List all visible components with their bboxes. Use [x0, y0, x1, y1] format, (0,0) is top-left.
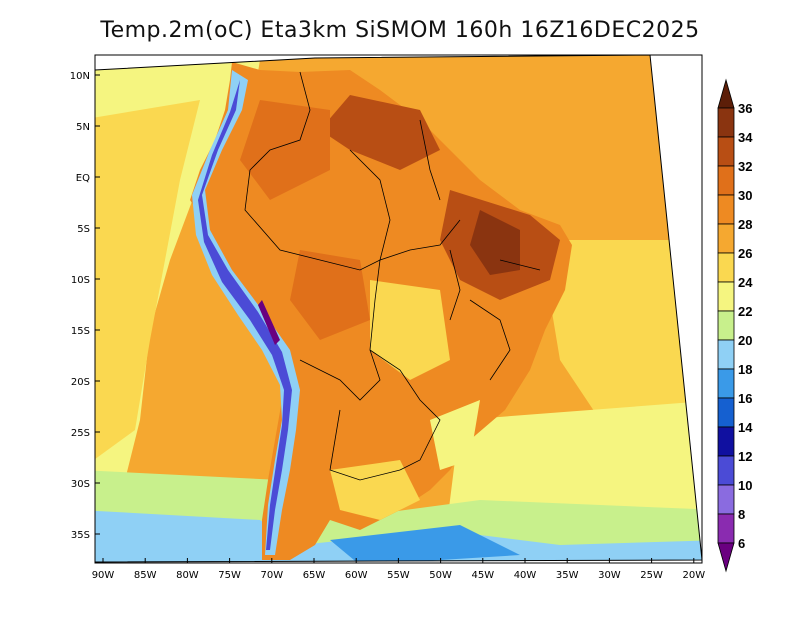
longitude-axis: 90W 85W 80W 75W 70W 65W 60W 55W 50W 45W 40W 35W 30W 2…	[92, 558, 705, 581]
colorbar-label: 12	[738, 449, 752, 464]
lon-tick-label: 60W	[345, 570, 368, 581]
lat-tick-label: 10N	[70, 71, 90, 82]
hot-zone-guianas	[320, 95, 440, 170]
lon-tick-label: 85W	[134, 570, 157, 581]
lon-tick-label: 40W	[514, 570, 537, 581]
mild-zone-pampas	[330, 460, 420, 520]
lon-tick-label: 80W	[176, 570, 199, 581]
lon-tick-label: 70W	[260, 570, 283, 581]
lon-tick-label: 75W	[218, 570, 241, 581]
colorbar-segment	[717, 165, 735, 196]
colorbar-label: 16	[738, 391, 752, 406]
lon-tick-label: 50W	[429, 570, 452, 581]
hot-zone-bolivia	[290, 250, 370, 340]
colorbar-label: 18	[738, 362, 752, 377]
map-title: Temp.2m(oC) Eta3km SiSMOM 160h 16Z16DEC2…	[100, 18, 700, 43]
lat-tick-label: 10S	[71, 275, 90, 286]
colorbar-segment	[717, 484, 735, 515]
colorbar-label: 24	[738, 275, 753, 290]
colorbar-segment	[717, 136, 735, 167]
colorbar-label: 28	[738, 217, 752, 232]
colorbar-segment	[717, 368, 735, 399]
colorbar-top-arrow	[717, 78, 735, 109]
colorbar-label: 26	[738, 246, 752, 261]
andes-altiplano-coldest	[258, 300, 280, 345]
hottest-zone-northeast	[470, 210, 520, 275]
colorbar-label: 34	[738, 130, 753, 145]
lon-tick-label: 90W	[92, 570, 115, 581]
lon-tick-label: 30W	[598, 570, 621, 581]
colorbar-label: 32	[738, 159, 752, 174]
colorbar-bottom-arrow	[717, 542, 735, 573]
lat-tick-label: EQ	[76, 173, 90, 184]
colorbar-segment	[717, 513, 735, 544]
lon-tick-label: 55W	[387, 570, 410, 581]
lat-tick-label: 5N	[76, 122, 90, 133]
colorbar-segment	[717, 397, 735, 428]
colorbar-label: 6	[738, 536, 745, 551]
lat-tick-label: 20S	[71, 377, 90, 388]
colorbar-segment	[717, 252, 735, 283]
lon-tick-label: 35W	[556, 570, 579, 581]
lon-tick-label: 25W	[640, 570, 663, 581]
country-boundaries	[244, 71, 541, 481]
latitude-axis: 10N 5N EQ 5S 10S 15S 20S 25S 30S 35S	[70, 71, 100, 541]
mild-zone-central-plateau	[370, 280, 450, 380]
colorbar-label: 10	[738, 478, 752, 493]
hot-zone-amazon-west	[240, 100, 330, 200]
colorbar-segment	[717, 455, 735, 486]
rio-de-la-plata-cold	[330, 525, 520, 562]
colorbar-label: 30	[738, 188, 752, 203]
colorbar-label: 8	[738, 507, 745, 522]
colorbar: 36 34 32 30 28 26 24 22 20 18 16 14 12 10 8 6	[717, 78, 753, 573]
colorbar-segment	[717, 310, 735, 341]
lat-tick-label: 15S	[71, 326, 90, 337]
colorbar-segment	[717, 426, 735, 457]
lat-tick-label: 5S	[77, 224, 90, 235]
colorbar-label: 36	[738, 101, 752, 116]
colorbar-segment	[717, 223, 735, 254]
lat-tick-label: 30S	[71, 479, 90, 490]
colorbar-segment	[717, 194, 735, 225]
map-canvas	[95, 55, 702, 562]
colorbar-label: 22	[738, 304, 752, 319]
colorbar-segment	[717, 281, 735, 312]
mild-zone-southeast	[430, 400, 480, 470]
lon-tick-label: 65W	[303, 570, 326, 581]
pacific-mild-field	[95, 100, 200, 470]
lon-tick-label: 20W	[682, 570, 705, 581]
colorbar-label: 20	[738, 333, 752, 348]
colorbar-segment	[717, 339, 735, 370]
lon-tick-label: 45W	[471, 570, 494, 581]
colorbar-segment	[717, 107, 735, 138]
lat-tick-label: 35S	[71, 530, 90, 541]
colorbar-label: 14	[738, 420, 753, 435]
lat-tick-label: 25S	[71, 428, 90, 439]
